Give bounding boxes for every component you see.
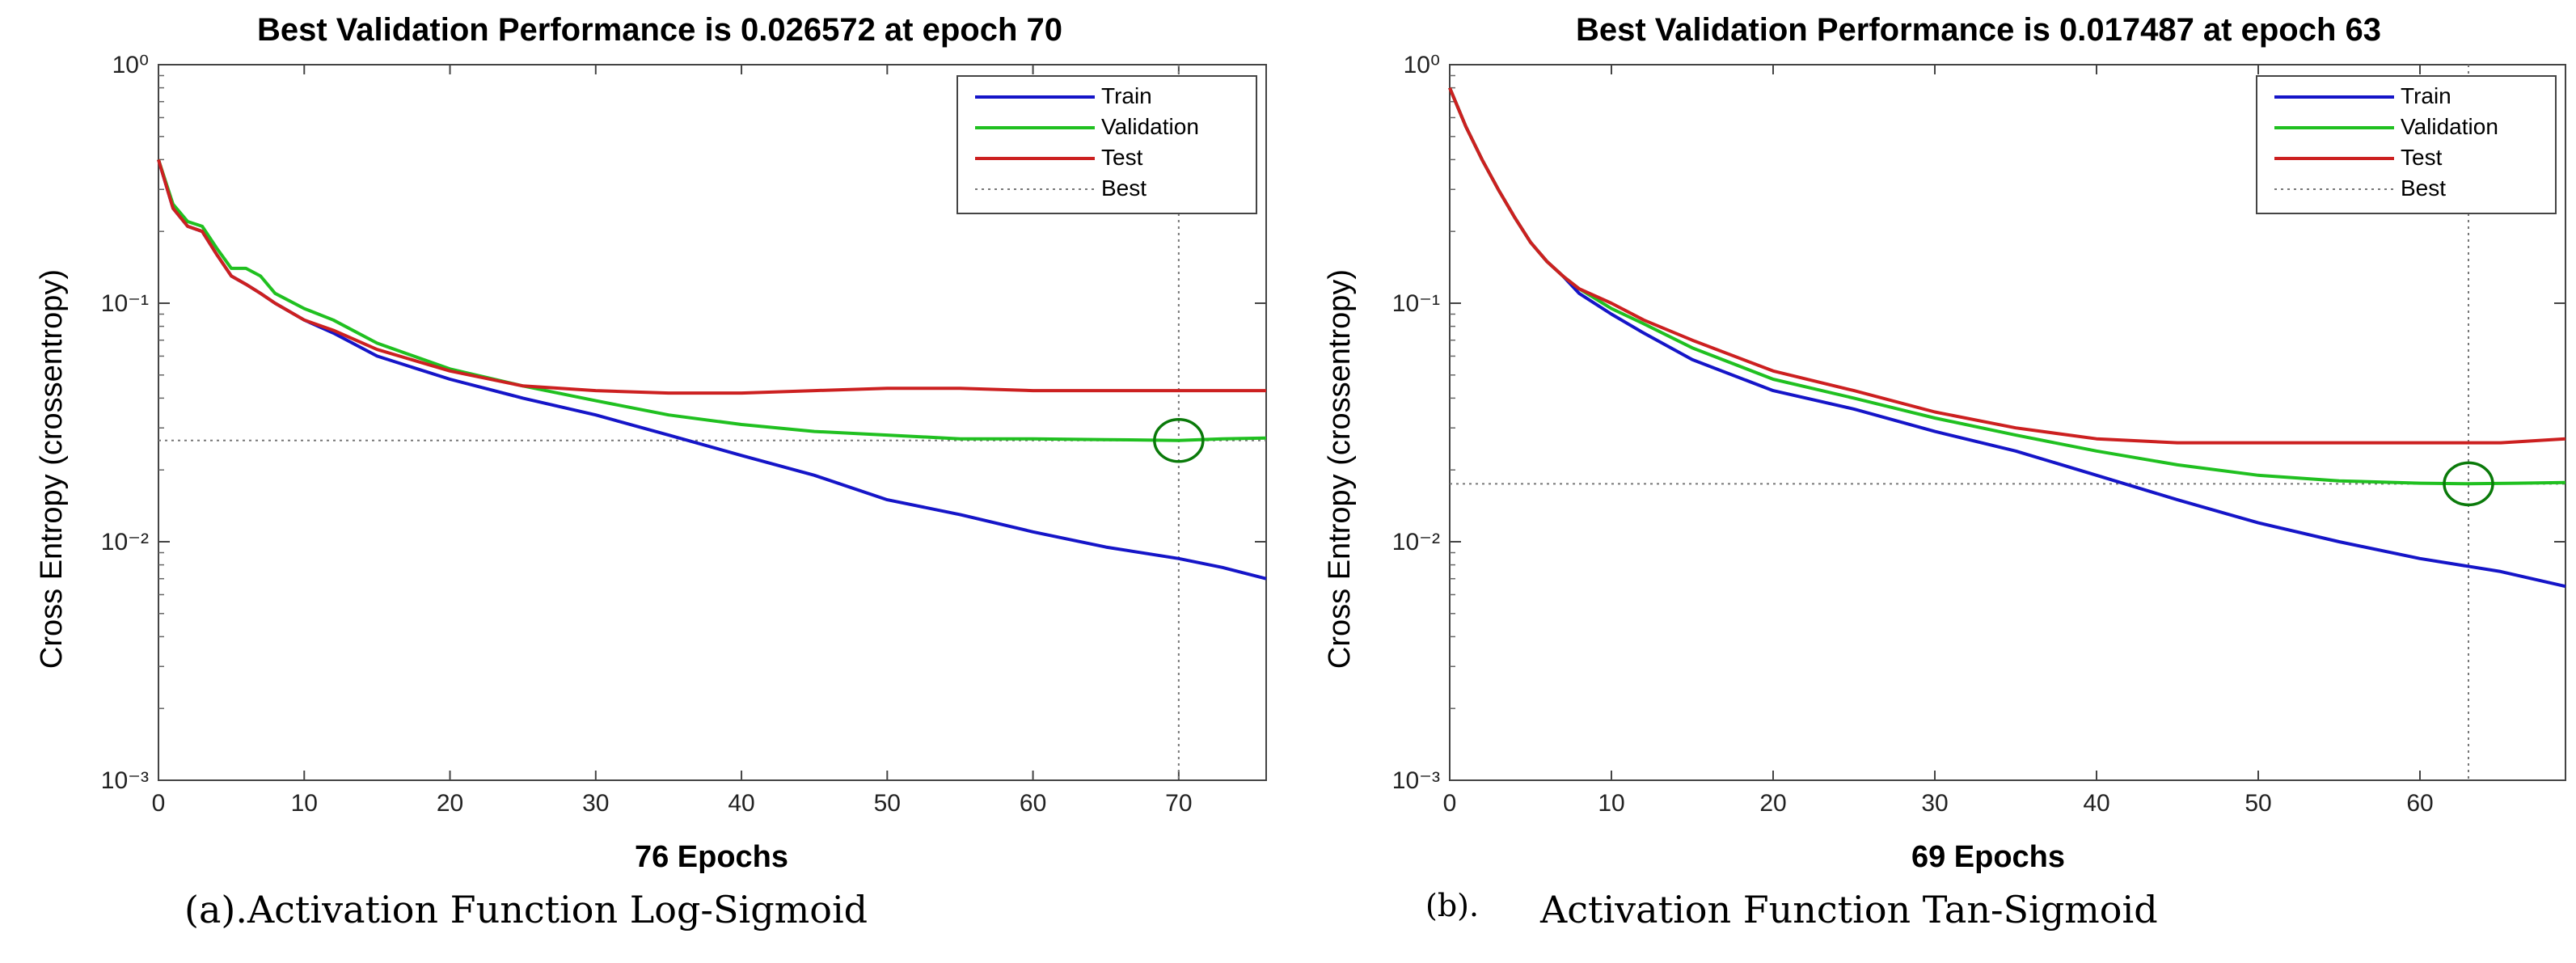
legend-label-best: Best	[1101, 175, 1147, 201]
legend-label-best: Best	[2401, 175, 2446, 201]
series-line-test	[157, 158, 1266, 395]
legend-label-train: Train	[1101, 83, 1152, 108]
y-axis-label: Cross Entropy (crossentropy)	[1323, 269, 1357, 669]
x-tick-label: 20	[437, 790, 463, 817]
legend-label-validation: Validation	[1101, 114, 1199, 139]
panel-tan-sigmoid: 0 10 20 30 40 50 60 10⁻³ 10⁻² 10⁻¹ 10⁰ Train Validat…	[1288, 0, 2576, 963]
x-tick-label: 40	[2083, 790, 2109, 817]
x-tick-label: 50	[874, 790, 901, 817]
series-line-test	[1448, 87, 2566, 445]
chart-title: Best Validation Performance is 0.026572 …	[257, 12, 1062, 48]
x-tick-label: 30	[582, 790, 609, 817]
legend	[956, 75, 1257, 214]
legend-label-validation: Validation	[2401, 114, 2498, 139]
chart-title: Best Validation Performance is 0.017487 …	[1576, 12, 2381, 48]
chart-log-sigmoid: 0 10 20 30 40 50 60 70 10⁻³ 10⁻² 10⁻¹ 10⁰ Train Valid…	[35, 12, 1267, 874]
caption: Activation Function Tan-Sigmoid	[1540, 888, 2158, 931]
y-tick-label: 10⁻³	[101, 767, 149, 794]
caption: (a).Activation Function Log-Sigmoid	[184, 888, 868, 931]
x-tick-label: 20	[1759, 790, 1786, 817]
caption-prefix: (b).	[1425, 888, 1480, 923]
legend-label-train: Train	[2401, 83, 2451, 108]
y-tick-label: 10⁻¹	[1392, 290, 1440, 317]
legend	[2256, 75, 2557, 214]
y-tick-label: 10⁻³	[1392, 767, 1440, 794]
y-tick-label: 10⁰	[112, 52, 149, 78]
x-tick-label: 0	[152, 790, 166, 817]
x-tick-label: 50	[2244, 790, 2271, 817]
x-tick-label: 10	[1598, 790, 1624, 817]
panel-log-sigmoid: 0 10 20 30 40 50 60 70 10⁻³ 10⁻² 10⁻¹ 10⁰ Train Valid…	[35, 12, 1267, 931]
x-tick-label: 30	[1921, 790, 1948, 817]
y-tick-label: 10⁻²	[1392, 529, 1440, 555]
chart-tan-sigmoid: 0 10 20 30 40 50 60 10⁻³ 10⁻² 10⁻¹ 10⁰ Train Validat…	[1323, 12, 2566, 874]
best-marker-circle	[2443, 461, 2494, 507]
y-tick-label: 10⁻¹	[101, 290, 149, 317]
best-marker-circle	[1153, 418, 1205, 463]
x-tick-label: 40	[728, 790, 754, 817]
x-axis-label: 76 Epochs	[635, 840, 788, 874]
y-tick-label: 10⁰	[1404, 52, 1440, 78]
y-tick-label: 10⁻²	[101, 529, 149, 555]
legend-label-test: Test	[2401, 145, 2443, 170]
x-tick-label: 60	[2406, 790, 2433, 817]
x-tick-label: 60	[1020, 790, 1046, 817]
series-line-validation	[157, 158, 1267, 442]
legend-label-test: Test	[1101, 145, 1143, 170]
x-tick-label: 70	[1165, 790, 1192, 817]
y-axis-label: Cross Entropy (crossentropy)	[35, 269, 69, 669]
x-tick-label: 10	[291, 790, 318, 817]
x-tick-label: 0	[1443, 790, 1457, 817]
x-axis-label: 69 Epochs	[1911, 840, 2065, 874]
